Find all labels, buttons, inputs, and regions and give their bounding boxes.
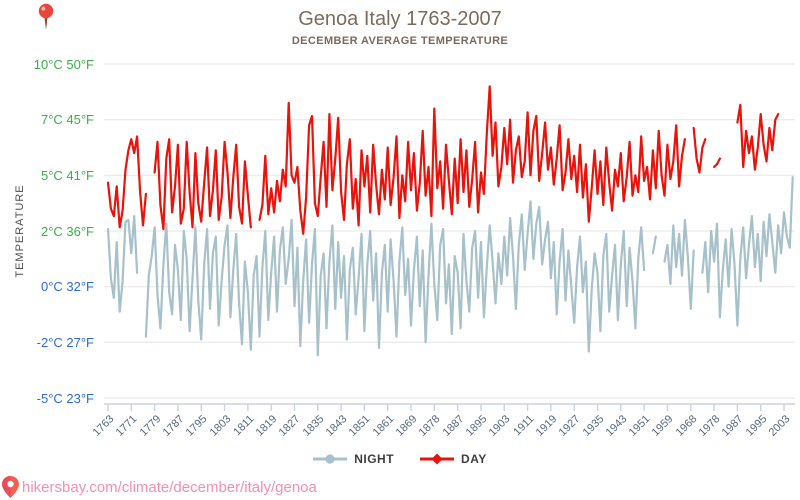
hikersbay-pin-icon [2, 476, 19, 498]
y-tick-label: 5°C 41°F [40, 167, 94, 183]
legend-label-night: NIGHT [354, 452, 395, 466]
location-pin-icon [38, 3, 54, 30]
pin-highlight [41, 6, 46, 11]
pin-needle [44, 16, 48, 30]
day-marker-icon [420, 453, 455, 465]
y-tick-label: -5°C 23°F [36, 390, 94, 406]
chart-subtitle: DECEMBER AVERAGE TEMPERATURE [291, 35, 509, 47]
y-tick-label: 0°C 32°F [40, 279, 94, 295]
footer-url-link[interactable]: hikersbay.com/climate/december/italy/gen… [22, 478, 317, 496]
y-tick-label: 7°C 45°F [40, 112, 94, 128]
y-tick-label: 10°C 50°F [33, 56, 94, 72]
legend: NIGHT DAY [0, 452, 800, 466]
footer: hikersbay.com/climate/december/italy/gen… [2, 476, 317, 498]
legend-item-day[interactable]: DAY [420, 452, 487, 466]
legend-label-day: DAY [461, 452, 487, 466]
page-title: Genoa Italy 1763-2007 [298, 8, 502, 30]
night-marker-icon [313, 454, 348, 464]
legend-item-night[interactable]: NIGHT [313, 452, 394, 466]
series-line-day [106, 85, 780, 235]
series-line-night [106, 176, 794, 357]
y-tick-label: -2°C 27°F [36, 334, 94, 350]
y-tick-label: 2°C 36°F [40, 223, 94, 239]
